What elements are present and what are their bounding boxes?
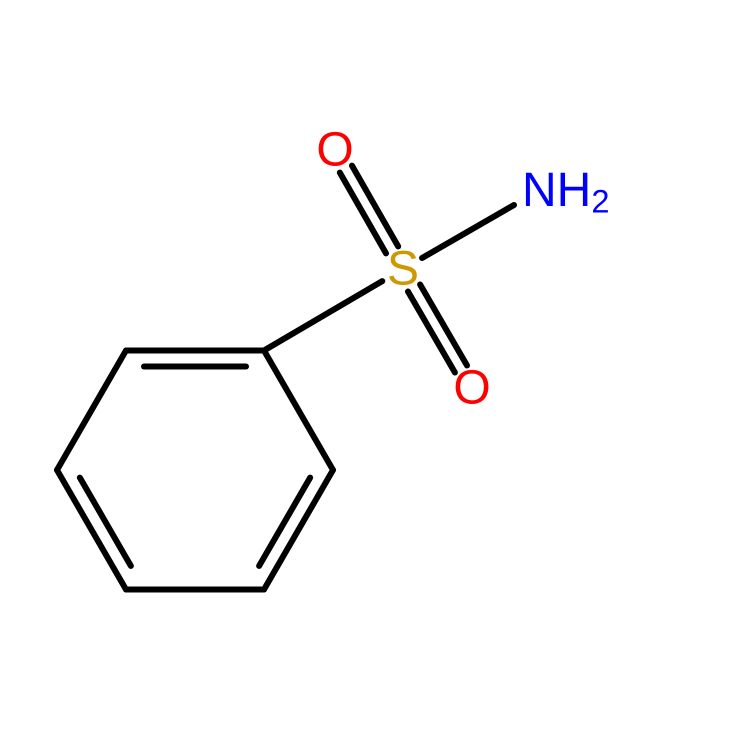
atom-S: S — [387, 243, 419, 296]
atom-O2: O — [453, 362, 490, 415]
molecule-diagram: O O S NH2 — [0, 0, 750, 750]
atom-O1: O — [316, 124, 353, 177]
atom-N: NH2 — [522, 164, 609, 220]
